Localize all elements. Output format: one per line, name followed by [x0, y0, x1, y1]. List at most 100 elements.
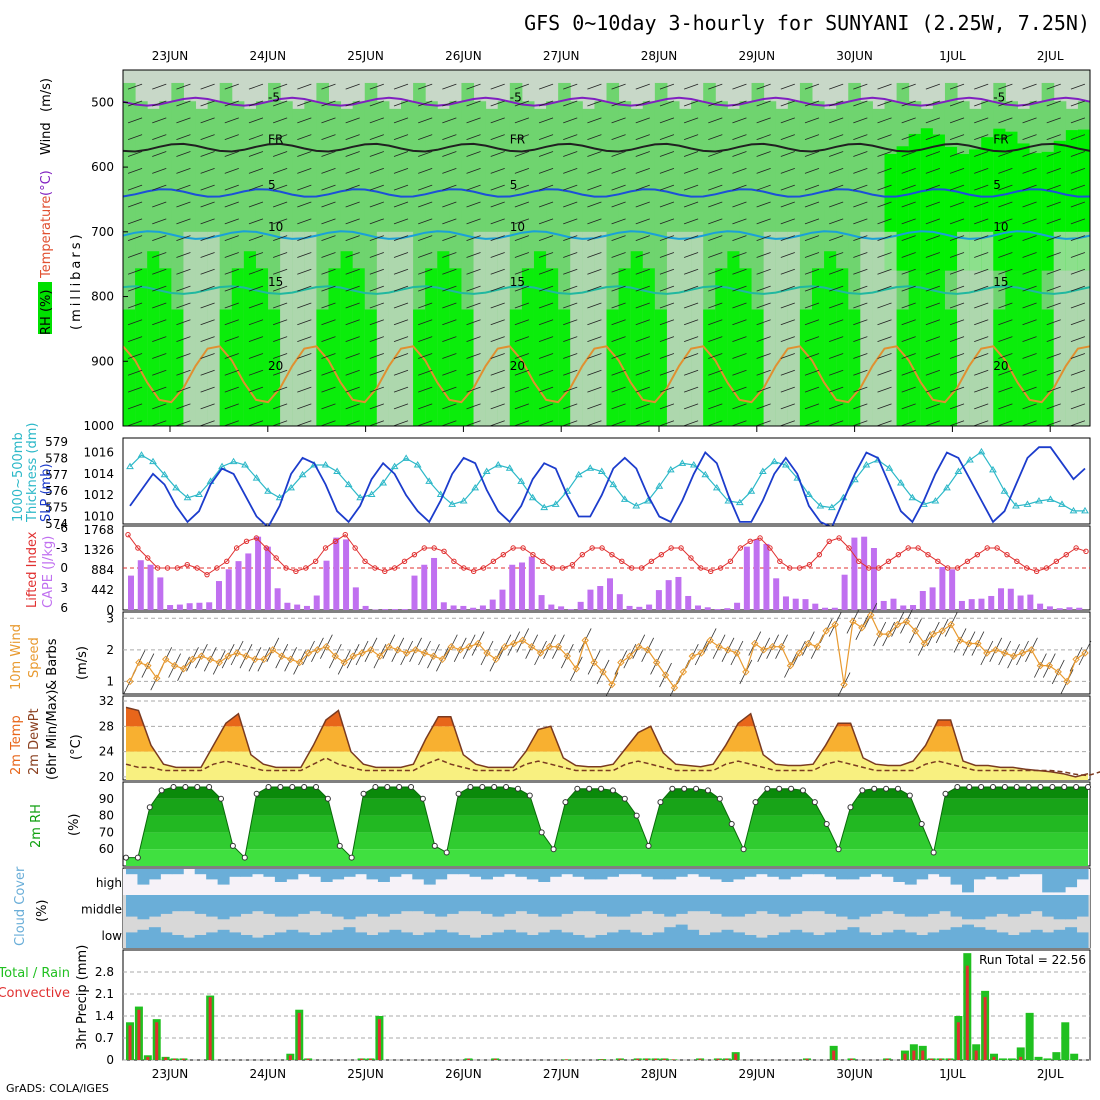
- cloud-low-bar: [400, 932, 413, 948]
- wind-barb: [780, 184, 795, 191]
- wind-barb: [949, 167, 965, 174]
- rh-marker: [1013, 784, 1020, 791]
- precip-convective-bar: [805, 1058, 809, 1060]
- wind-barb: [901, 134, 916, 141]
- wind-marker: [465, 642, 473, 651]
- cape-bar: [509, 564, 516, 610]
- contour-line: [122, 230, 1091, 240]
- precip-total-bar: [1016, 1047, 1025, 1060]
- wind-barb: [611, 403, 626, 410]
- cloud-low-bar: [744, 935, 757, 948]
- thickness-marker: [701, 470, 710, 478]
- rh-cell-high: [123, 309, 136, 426]
- wind-barb: [1046, 184, 1061, 191]
- wind-barb: [1022, 386, 1037, 393]
- wind-barb: [248, 83, 264, 90]
- wind-barb: [853, 83, 868, 90]
- wind-barb: [974, 369, 989, 376]
- ylabel-millibars: (millibars): [69, 231, 84, 330]
- cape-bar: [323, 560, 330, 610]
- wind-barb: [780, 353, 795, 359]
- wind-barb: [466, 218, 481, 225]
- wind-marker: [715, 642, 723, 651]
- contour-label: -5: [268, 91, 280, 105]
- pressure-tick-label: 600: [91, 160, 114, 174]
- wind-barb: [732, 151, 747, 157]
- wind-barb: [998, 302, 1013, 309]
- wind-barb: [1022, 403, 1037, 410]
- date-tick-label: 28JUN: [641, 1067, 678, 1081]
- wind-barb: [538, 167, 554, 174]
- cloud-middle-bar: [206, 895, 219, 917]
- contour-label: 10: [993, 220, 1008, 234]
- wind-barb: [925, 134, 940, 141]
- wind-marker: [992, 646, 1000, 654]
- wind-barb: [273, 420, 288, 427]
- wind-barb: [635, 302, 650, 309]
- wind-barb: [273, 83, 288, 90]
- li-marker: [708, 568, 714, 575]
- wind-barb: [829, 218, 844, 225]
- wind-barb: [1070, 336, 1086, 342]
- cape-bar: [479, 605, 486, 610]
- rh-marker: [396, 784, 403, 791]
- wind-barb: [345, 302, 360, 309]
- li-marker: [787, 565, 793, 571]
- thickness-marker: [436, 490, 445, 497]
- rh-marker: [218, 795, 225, 802]
- wind-barb: [829, 319, 844, 326]
- wind-barb: [683, 353, 699, 359]
- li-marker: [826, 538, 832, 545]
- rh-cell-high: [255, 268, 269, 426]
- ylabel-rh: RH (%): [39, 290, 54, 335]
- thickness-tick-label: 576: [45, 484, 68, 498]
- li-marker: [589, 545, 595, 551]
- li-marker: [303, 565, 309, 571]
- rh-marker: [942, 790, 949, 797]
- wind-barb: [611, 353, 626, 359]
- wind-barb: [804, 83, 820, 90]
- wind-barb: [804, 403, 820, 410]
- cloud-high-bar: [962, 869, 974, 893]
- wind-barb: [563, 252, 578, 258]
- wind-barb: [1022, 83, 1037, 90]
- wind-barb: [635, 386, 650, 393]
- wind-barb: [369, 167, 384, 174]
- panel-border: [122, 611, 1091, 695]
- wind-barb: [901, 285, 916, 292]
- ylabel-2m-dewpt: 2m DewPt: [27, 708, 42, 775]
- wind-barb: [1070, 100, 1086, 107]
- wind-barb: [587, 369, 602, 376]
- wind-barb: [297, 302, 312, 309]
- cloud-middle-bar: [309, 895, 322, 912]
- wind-barb: [587, 353, 602, 359]
- cape-bar: [577, 601, 584, 610]
- wind-barb: [998, 285, 1013, 292]
- rh-cell-high: [920, 128, 934, 271]
- cloud-high-bar: [148, 869, 161, 880]
- wind-marker: [813, 642, 821, 651]
- cloud-middle-bar: [836, 895, 848, 917]
- cloud-middle-bar: [492, 895, 505, 917]
- wind-barb: [563, 167, 578, 174]
- li-marker: [717, 565, 724, 571]
- wind-barb: [804, 252, 820, 258]
- cloud-high-bar: [996, 869, 1009, 880]
- wind-marker: [313, 646, 322, 654]
- wind-barb: [1070, 83, 1086, 90]
- wind-barb: [829, 117, 844, 124]
- thickness-marker: [367, 490, 376, 497]
- precip-total-bar: [1007, 1058, 1016, 1060]
- wind-barb: [877, 420, 892, 427]
- wind-barb: [321, 420, 336, 427]
- precip-convective-bar: [974, 1050, 978, 1060]
- wind-barb: [273, 369, 288, 376]
- wind-barb: [925, 201, 940, 208]
- li-marker: [411, 551, 418, 558]
- li-marker: [322, 545, 329, 551]
- wind-barb: [514, 83, 530, 90]
- contour-label: 10: [510, 220, 525, 234]
- wind-barb: [321, 268, 336, 275]
- wind-barb: [297, 134, 312, 141]
- wind-barb: [369, 83, 384, 90]
